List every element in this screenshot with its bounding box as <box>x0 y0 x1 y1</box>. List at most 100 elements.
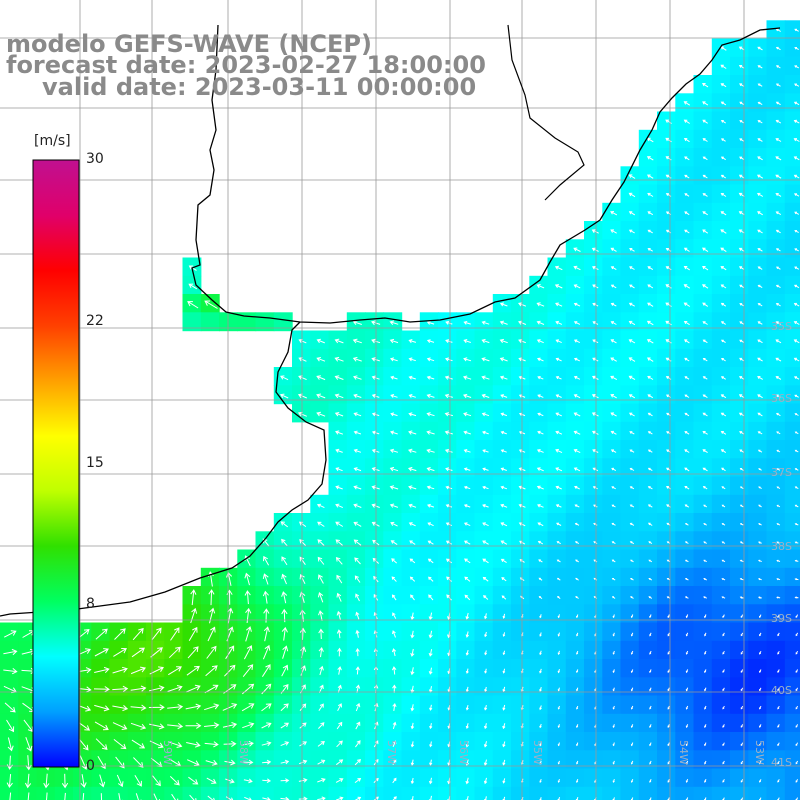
wind-arrow <box>426 467 435 472</box>
wind-speed-cell <box>456 476 476 496</box>
wind-speed-cell <box>748 476 768 496</box>
wind-speed-cell <box>18 786 38 800</box>
wind-arrow <box>628 302 635 307</box>
wind-arrow <box>537 357 544 362</box>
wind-arrow <box>576 632 579 637</box>
wind-speed-cell <box>748 549 768 569</box>
wind-arrow <box>775 321 782 325</box>
coastline <box>0 24 781 617</box>
wind-speed-cell <box>711 732 731 751</box>
wind-arrow <box>336 629 342 639</box>
wind-speed-cell <box>730 93 749 113</box>
wind-speed-cell <box>711 640 731 660</box>
wind-speed-cell <box>730 129 749 149</box>
wind-arrow <box>353 503 362 508</box>
wind-arrow <box>649 650 652 655</box>
wind-arrow <box>428 576 434 582</box>
wind-speed-cell <box>638 531 658 551</box>
wind-speed-cell <box>602 458 622 478</box>
wind-arrow <box>795 742 799 747</box>
wind-arrow <box>649 779 652 783</box>
wind-speed-cell <box>784 385 800 405</box>
wind-speed-cell <box>766 458 786 478</box>
wind-speed-cell <box>766 567 786 587</box>
wind-arrow <box>445 558 452 564</box>
wind-arrow <box>204 741 219 748</box>
wind-arrow <box>795 724 799 728</box>
wind-speed-cell <box>109 659 129 678</box>
wind-speed-cell <box>474 494 494 514</box>
wind-speed-cell <box>784 221 800 240</box>
wind-arrow <box>153 793 160 800</box>
wind-speed-cell <box>346 732 366 751</box>
wind-arrow <box>757 101 763 106</box>
wind-speed-cell <box>0 713 19 733</box>
wind-speed-cell <box>474 458 494 478</box>
wind-arrow <box>776 266 781 270</box>
wind-speed-cell <box>748 129 768 149</box>
wind-arrow <box>280 703 289 712</box>
wind-arrow <box>555 357 562 362</box>
wind-speed-cell <box>748 38 768 58</box>
wind-speed-cell <box>310 786 330 800</box>
wind-speed-cell <box>0 750 19 770</box>
wind-speed-cell <box>529 713 549 733</box>
wind-arrow <box>209 607 216 624</box>
wind-arrow <box>390 430 398 435</box>
wind-arrow <box>317 778 326 783</box>
wind-speed-cell <box>182 659 202 678</box>
wind-arrow <box>757 229 763 234</box>
wind-arrow <box>427 558 434 564</box>
wind-arrow <box>611 522 616 526</box>
wind-arrow <box>647 211 654 216</box>
wind-speed-cell <box>529 622 549 642</box>
wind-arrow <box>99 774 106 788</box>
wind-arrow <box>720 229 727 234</box>
wind-speed-cell <box>711 458 731 478</box>
wind-arrow <box>721 596 726 599</box>
wind-arrow <box>777 779 780 783</box>
wind-arrow <box>612 650 615 655</box>
wind-speed-cell <box>109 622 129 642</box>
wind-arrow <box>775 193 782 197</box>
wind-arrow <box>758 541 762 544</box>
wind-arrow <box>684 339 690 344</box>
wind-arrow <box>646 357 654 362</box>
wind-arrow <box>353 430 362 435</box>
wind-arrow <box>702 321 708 325</box>
wind-arrow <box>392 721 397 730</box>
wind-arrow <box>793 302 800 307</box>
wind-arrow <box>628 320 636 326</box>
wind-speed-cell <box>237 695 257 715</box>
wind-speed-cell <box>91 622 111 642</box>
wind-arrow <box>337 666 342 675</box>
wind-speed-cell <box>584 604 603 624</box>
wind-speed-cell <box>127 713 147 733</box>
wind-speed-cell <box>620 695 640 715</box>
wind-speed-cell <box>693 166 713 186</box>
wind-speed-cell <box>784 275 800 295</box>
wind-arrow <box>112 705 129 712</box>
wind-speed-cell <box>310 750 330 770</box>
wind-arrow <box>518 375 526 380</box>
wind-arrow <box>611 596 616 599</box>
wind-speed-cell <box>602 531 622 551</box>
wind-speed-cell <box>401 677 421 697</box>
wind-arrow <box>537 430 544 435</box>
wind-arrow <box>576 760 579 765</box>
wind-arrow <box>720 83 727 88</box>
wind-speed-cell <box>456 695 476 715</box>
wind-arrow <box>667 669 670 674</box>
wind-arrow <box>168 646 181 659</box>
wind-arrow <box>720 412 727 417</box>
wind-speed-cell <box>438 732 457 751</box>
wind-arrow <box>704 779 707 783</box>
wind-arrow <box>775 303 781 307</box>
wind-arrow <box>280 722 289 729</box>
wind-arrow <box>612 632 615 637</box>
wind-arrow <box>446 594 452 601</box>
wind-arrow <box>793 101 800 106</box>
wind-speed-cell <box>419 622 439 642</box>
wind-arrow <box>318 646 324 658</box>
wind-arrow <box>9 792 12 800</box>
